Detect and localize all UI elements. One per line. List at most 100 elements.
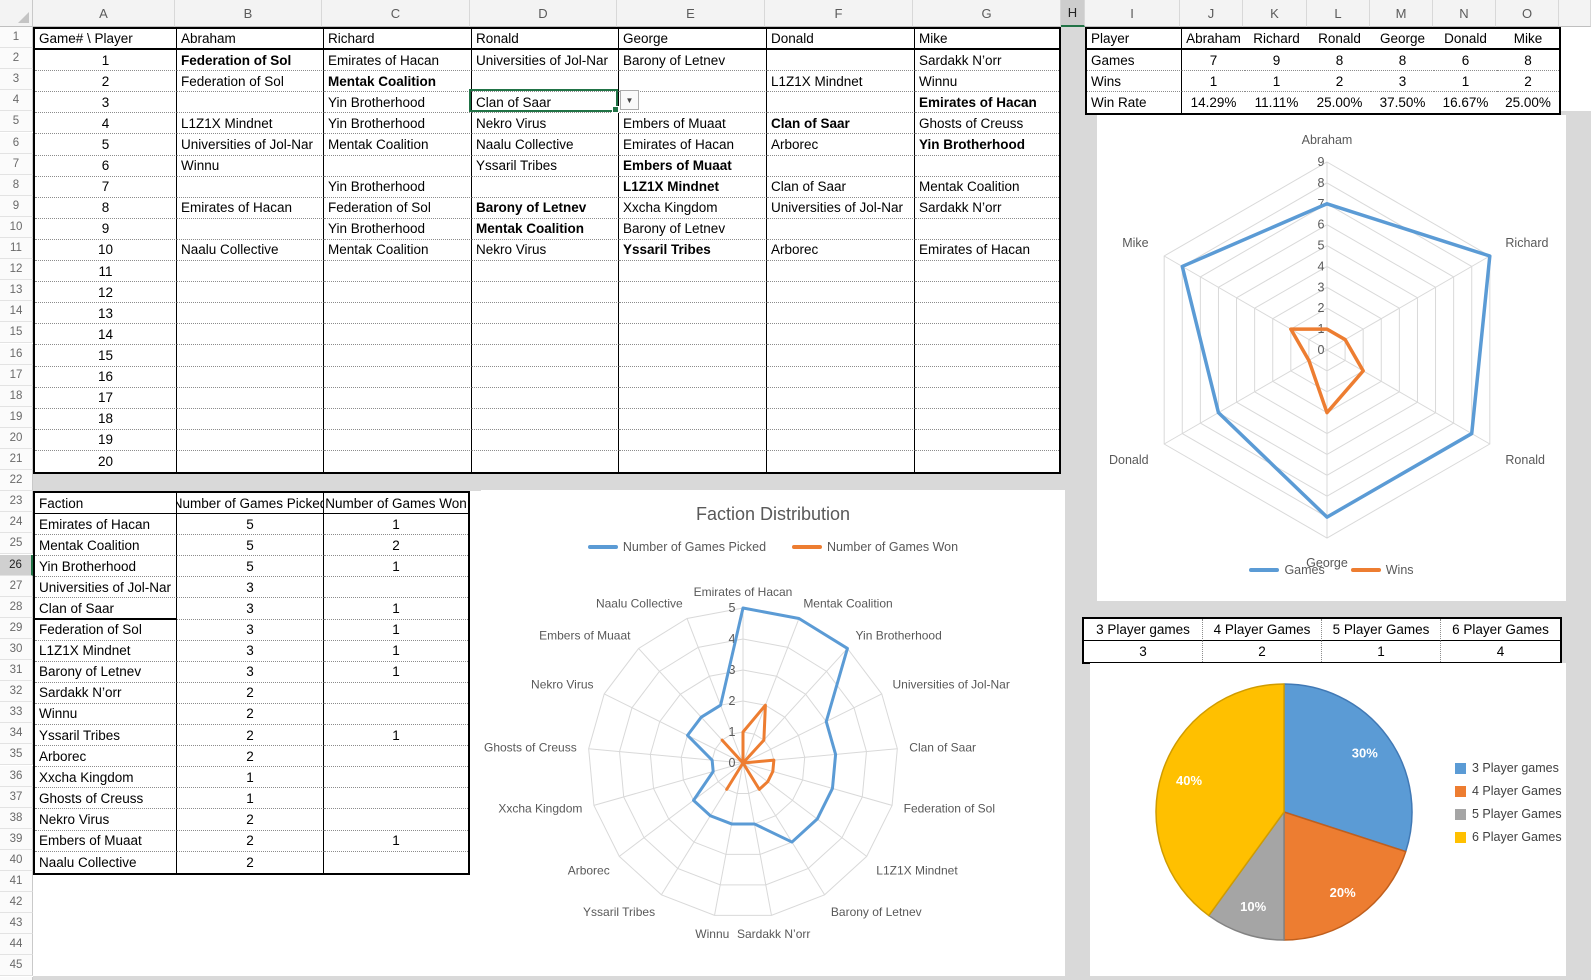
faction-cell-35-2[interactable] <box>324 746 468 768</box>
faction-cell-30-1[interactable]: 3 <box>177 640 324 662</box>
faction-cell-40-1[interactable]: 2 <box>177 851 324 873</box>
cell-A7[interactable]: 6 <box>35 155 177 177</box>
cell-E4[interactable] <box>619 92 767 114</box>
cell-C21[interactable] <box>324 450 472 472</box>
select-all-corner[interactable] <box>0 0 33 27</box>
row-header-20[interactable]: 20 <box>0 427 33 449</box>
cell-G10[interactable] <box>915 218 1059 240</box>
player-table-cell-1-2[interactable]: 9 <box>1245 50 1308 71</box>
cell-A17[interactable]: 16 <box>35 366 177 388</box>
cell-E13[interactable] <box>619 282 767 304</box>
cell-D21[interactable] <box>472 450 619 472</box>
cell-A10[interactable]: 9 <box>35 218 177 240</box>
row-header-21[interactable]: 21 <box>0 449 33 471</box>
cell-B21[interactable] <box>177 450 324 472</box>
faction-cell-28-0[interactable]: Clan of Saar <box>35 598 177 620</box>
row-header-8[interactable]: 8 <box>0 174 33 196</box>
cell-G2[interactable]: Sardakk N’orr <box>915 50 1059 72</box>
row-header-25[interactable]: 25 <box>0 533 33 555</box>
column-header-O[interactable]: O <box>1496 0 1559 27</box>
cell-C5[interactable]: Yin Brotherhood <box>324 113 472 135</box>
cell-C20[interactable] <box>324 429 472 451</box>
faction-cell-27-2[interactable] <box>324 577 468 599</box>
faction-cell-36-1[interactable]: 1 <box>177 767 324 789</box>
row-header-17[interactable]: 17 <box>0 364 33 386</box>
player-table-cell-0-1[interactable]: Abraham <box>1182 29 1245 50</box>
cell-C15[interactable] <box>324 324 472 346</box>
faction-cell-34-1[interactable]: 2 <box>177 725 324 747</box>
cell-D3[interactable] <box>472 71 619 93</box>
cell-F13[interactable] <box>767 282 915 304</box>
cell-C7[interactable] <box>324 155 472 177</box>
row-header-10[interactable]: 10 <box>0 216 33 238</box>
faction-cell-33-1[interactable]: 2 <box>177 703 324 726</box>
cell-B12[interactable] <box>177 261 324 283</box>
faction-cell-31-1[interactable]: 3 <box>177 661 324 683</box>
player-radar-chart[interactable]: 0 1 2 3 4 5 6 7 8 9 Abraham Richard Ronald George Dona… <box>1097 115 1566 601</box>
cell-A15[interactable]: 14 <box>35 324 177 346</box>
count-header-1[interactable]: 4 Player Games <box>1203 619 1322 641</box>
row-header-37[interactable]: 37 <box>0 786 33 808</box>
cell-D19[interactable] <box>472 408 619 430</box>
cell-E12[interactable] <box>619 261 767 283</box>
player-table-cell-2-2[interactable]: 1 <box>1245 71 1308 92</box>
validation-dropdown-button[interactable]: ▼ <box>620 90 639 110</box>
cell-A16[interactable]: 15 <box>35 345 177 367</box>
column-header-N[interactable]: N <box>1433 0 1496 27</box>
cell-C18[interactable] <box>324 387 472 409</box>
row-header-5[interactable]: 5 <box>0 111 33 133</box>
cell-F9[interactable]: Universities of Jol-Nar <box>767 197 915 219</box>
cell-B2[interactable]: Federation of Sol <box>177 50 324 72</box>
cell-B1[interactable]: Abraham <box>177 29 324 51</box>
cell-F20[interactable] <box>767 429 915 451</box>
cell-D14[interactable] <box>472 303 619 325</box>
player-table-cell-3-1[interactable]: 14.29% <box>1182 92 1245 113</box>
player-table-cell-2-4[interactable]: 3 <box>1371 71 1434 92</box>
cell-D18[interactable] <box>472 387 619 409</box>
row-header-2[interactable]: 2 <box>0 48 33 70</box>
cell-D7[interactable]: Yssaril Tribes <box>472 155 619 177</box>
cell-D9[interactable]: Barony of Letnev <box>472 197 619 219</box>
cell-E9[interactable]: Xxcha Kingdom <box>619 197 767 219</box>
row-header-13[interactable]: 13 <box>0 280 33 302</box>
faction-cell-37-1[interactable]: 1 <box>177 788 324 810</box>
player-table-cell-0-4[interactable]: George <box>1371 29 1434 50</box>
cell-D20[interactable] <box>472 429 619 451</box>
cell-F11[interactable]: Arborec <box>767 239 915 262</box>
cell-A18[interactable]: 17 <box>35 387 177 409</box>
cell-B18[interactable] <box>177 387 324 409</box>
cell-A6[interactable]: 5 <box>35 134 177 156</box>
cell-E1[interactable]: George <box>619 29 767 51</box>
cell-G3[interactable]: Winnu <box>915 71 1059 93</box>
row-header-41[interactable]: 41 <box>0 871 33 893</box>
row-header-26[interactable]: 26 <box>0 554 33 576</box>
cell-F7[interactable] <box>767 155 915 177</box>
cell-C8[interactable]: Yin Brotherhood <box>324 176 472 198</box>
faction-cell-34-2[interactable]: 1 <box>324 725 468 747</box>
cell-E8[interactable]: L1Z1X Mindnet <box>619 176 767 198</box>
faction-cell-26-1[interactable]: 5 <box>177 556 324 578</box>
cell-A9[interactable]: 8 <box>35 197 177 219</box>
cell-D13[interactable] <box>472 282 619 304</box>
row-header-1[interactable]: 1 <box>0 27 33 49</box>
cell-A21[interactable]: 20 <box>35 450 177 472</box>
faction-cell-38-0[interactable]: Nekro Virus <box>35 809 177 831</box>
cell-C12[interactable] <box>324 261 472 283</box>
cell-A8[interactable]: 7 <box>35 176 177 198</box>
cell-E17[interactable] <box>619 366 767 388</box>
faction-cell-31-0[interactable]: Barony of Letnev <box>35 661 177 683</box>
player-table-cell-3-0[interactable]: Win Rate <box>1087 92 1182 113</box>
cell-E19[interactable] <box>619 408 767 430</box>
player-table-cell-2-0[interactable]: Wins <box>1087 71 1182 92</box>
cell-F8[interactable]: Clan of Saar <box>767 176 915 198</box>
cell-G12[interactable] <box>915 261 1059 283</box>
faction-cell-35-1[interactable]: 2 <box>177 746 324 768</box>
faction-cell-24-1[interactable]: 5 <box>177 514 324 536</box>
cell-B10[interactable] <box>177 218 324 240</box>
faction-cell-33-2[interactable] <box>324 703 468 726</box>
player-table-cell-0-3[interactable]: Ronald <box>1308 29 1371 50</box>
row-header-19[interactable]: 19 <box>0 406 33 428</box>
player-table-cell-1-0[interactable]: Games <box>1087 50 1182 71</box>
cell-B4[interactable] <box>177 92 324 114</box>
cell-B15[interactable] <box>177 324 324 346</box>
